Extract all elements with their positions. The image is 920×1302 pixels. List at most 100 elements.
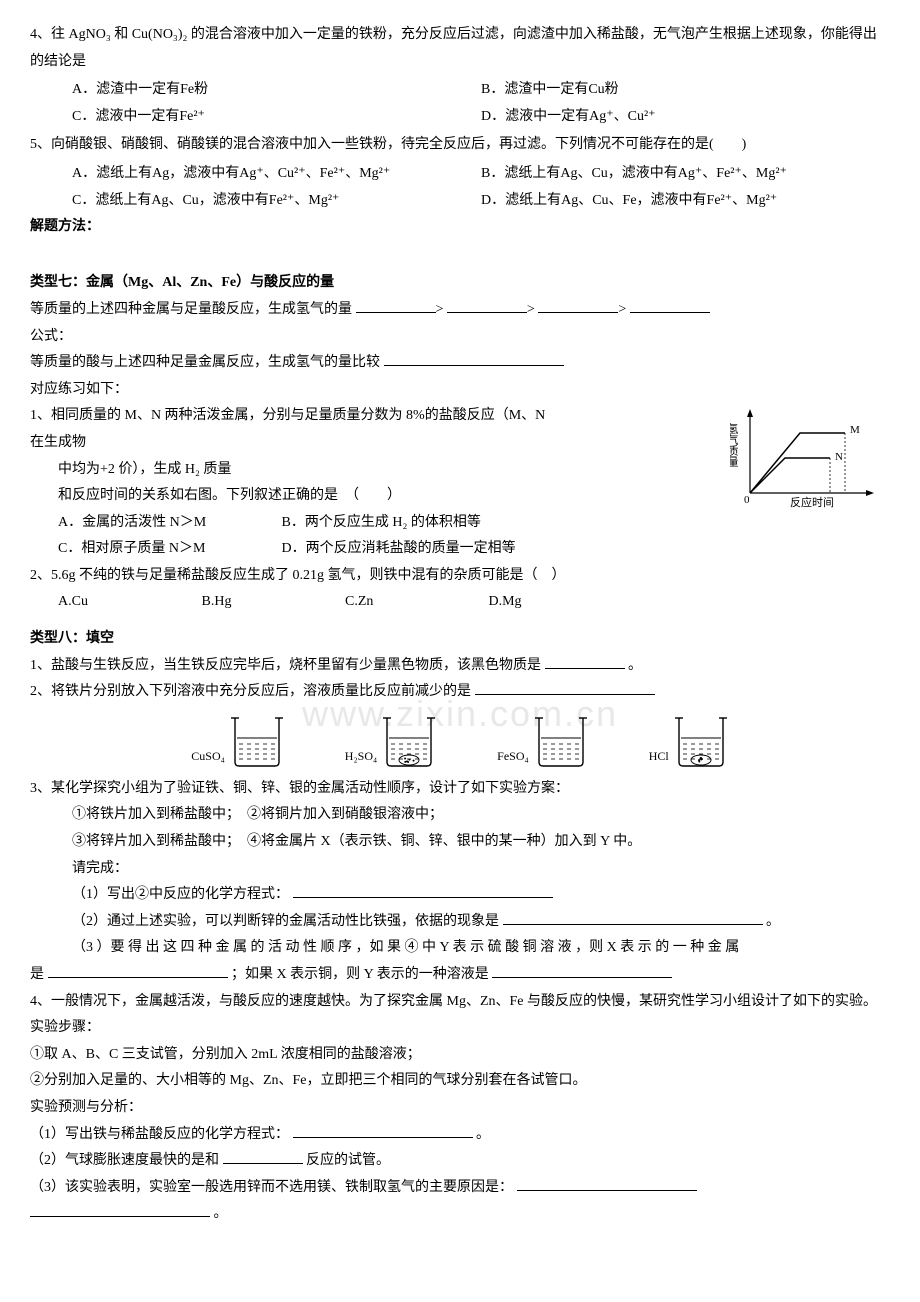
beaker-item: H₂SO₄ — [345, 714, 437, 768]
type8-q4-step2: ②分别加入足量的、大小相等的 Mg、Zn、Fe，立即把三个相同的气球分别套在各试… — [30, 1068, 890, 1095]
type7-q2-c: C.Zn — [345, 589, 485, 616]
q5-opt-b: B．滤纸上有Ag、Cu，滤液中有Ag⁺、Fe²⁺、Mg²⁺ — [481, 161, 890, 188]
q5-opt-c: C．滤纸上有Ag、Cu，滤液中有Fe²⁺、Mg²⁺ — [72, 188, 481, 215]
type8-q4-p1-text: （1）写出铁与稀盐酸反应的化学方程式： — [30, 1127, 289, 1142]
type8-q4-p2a: （2）气球膨胀速度最快的是和 — [30, 1153, 219, 1168]
type8-q3-sub2: （2）通过上述实验，可以判断锌的金属活动性比铁强，依据的现象是 。 — [30, 909, 890, 936]
origin-label: 0 — [744, 494, 750, 506]
type8-title: 类型八：填空 — [30, 626, 890, 653]
beaker-icon — [381, 714, 437, 768]
type7-formula: 公式： — [30, 324, 890, 351]
type7-q2-stem: 2、5.6g 不纯的铁与足量稀盐酸反应生成了 0.21g 氢气，则铁中混有的杂质… — [30, 563, 890, 590]
page-content: 4、往 AgNO₃ 和 Cu(NO₃)₂ 的混合溶液中加入一定量的铁粉，充分反应… — [30, 22, 890, 1228]
type8-q3-s2-end: 。 — [766, 914, 780, 929]
type7-q2-d: D.Mg — [489, 589, 629, 616]
q4-opt-c: C．滤液中一定有Fe²⁺ — [72, 104, 481, 131]
type7-q2-a: A.Cu — [58, 589, 198, 616]
type8-q4-stem: 4、一般情况下，金属越活泼，与酸反应的速度越快。为了探究金属 Mg、Zn、Fe … — [30, 989, 890, 1016]
beaker-icon — [229, 714, 285, 768]
type7-practice-label: 对应练习如下： — [30, 377, 890, 404]
beaker-label: FeSO₄ — [497, 745, 529, 768]
beaker-item: HCl — [649, 714, 729, 768]
type8-q1: 1、盐酸与生铁反应，当生铁反应完毕后，烧杯里留有少量黑色物质，该黑色物质是 。 — [30, 653, 890, 680]
type7-line2-text: 等质量的酸与上述四种足量金属反应，生成氢气的量比较 — [30, 355, 380, 370]
blank — [293, 1123, 473, 1138]
type8-q3-stem: 3、某化学探究小组为了验证铁、铜、锌、银的金属活动性顺序，设计了如下实验方案： — [30, 776, 890, 803]
label-n: N — [835, 451, 843, 463]
solution-method-label: 解题方法： — [30, 214, 890, 241]
blank — [545, 654, 625, 669]
y-arrow — [747, 409, 753, 417]
type8-q3-s3c: ；如果 X 表示铜，则 Y 表示的一种溶液是 — [231, 967, 489, 982]
type8-q3-sub3a: （3 ）要 得 出 这 四 种 金 属 的 活 动 性 顺 序 ，如 果 ④ 中… — [30, 935, 890, 962]
type7-line1-text: 等质量的上述四种金属与足量酸反应，生成氢气的量 — [30, 302, 352, 317]
gt-1: > — [436, 302, 444, 317]
blank — [384, 351, 564, 366]
type8-q1-end: 。 — [628, 658, 642, 673]
type7-q1-a: A．金属的活泼性 N＞M — [58, 510, 278, 537]
type8-q4-p3-text: （3）该实验表明，实验室一般选用锌而不选用镁、铁制取氢气的主要原因是： — [30, 1180, 513, 1195]
type7-line1: 等质量的上述四种金属与足量酸反应，生成氢气的量 > > > — [30, 297, 890, 324]
type8-q2: 2、将铁片分别放入下列溶液中充分反应后，溶液质量比反应前减少的是 — [30, 679, 890, 706]
type7-q2-opts: A.Cu B.Hg C.Zn D.Mg — [30, 589, 890, 616]
q5-opt-a: A．滤纸上有Ag，滤液中有Ag⁺、Cu²⁺、Fe²⁺、Mg²⁺ — [72, 161, 481, 188]
blank — [293, 883, 553, 898]
blank — [356, 298, 436, 313]
type7-q1-d: D．两个反应消耗盐酸的质量一定相等 — [282, 541, 516, 556]
beaker-item: CuSO₄ — [191, 714, 285, 768]
type8-q3-s3b: 是 — [30, 967, 44, 982]
type8-q3-sub1: （1）写出②中反应的化学方程式： — [30, 882, 890, 909]
type8-q4-p3: （3）该实验表明，实验室一般选用锌而不选用镁、铁制取氢气的主要原因是： — [30, 1175, 890, 1202]
type8-q4-p3-end: 。 — [214, 1206, 228, 1221]
gt-2: > — [527, 302, 535, 317]
question-5-options: A．滤纸上有Ag，滤液中有Ag⁺、Cu²⁺、Fe²⁺、Mg²⁺ B．滤纸上有Ag… — [30, 161, 890, 214]
blank — [503, 910, 763, 925]
h2-mass-time-chart: M N 0 氢气质量 反应时间 — [730, 403, 880, 524]
type8-q1-text: 1、盐酸与生铁反应，当生铁反应完毕后，烧杯里留有少量黑色物质，该黑色物质是 — [30, 658, 541, 673]
type7-q1a-tail: 在生成物 — [30, 435, 86, 450]
blank — [447, 298, 527, 313]
type8-q2-text: 2、将铁片分别放入下列溶液中充分反应后，溶液质量比反应前减少的是 — [30, 684, 471, 699]
blank — [517, 1176, 697, 1191]
beaker-row: CuSO₄ H₂SO₄ FeSO₄ HCl — [30, 714, 890, 768]
type7-q1-opts-row2: C．相对原子质量 N＞M D．两个反应消耗盐酸的质量一定相等 — [30, 536, 890, 563]
blank — [630, 298, 710, 313]
beaker-label: HCl — [649, 745, 669, 768]
blank — [48, 963, 228, 978]
type8-q4-p3-line2: 。 — [30, 1201, 890, 1228]
type8-q3-s1-text: （1）写出②中反应的化学方程式： — [72, 887, 289, 902]
beaker-item: FeSO₄ — [497, 714, 589, 768]
type8-q3-step34: ③将锌片加入到稀盐酸中； ④将金属片 X（表示铁、铜、锌、银中的某一种）加入到 … — [30, 829, 890, 856]
q4-opt-d: D．滤液中一定有Ag⁺、Cu²⁺ — [481, 104, 890, 131]
type7-q1-b: B．两个反应生成 H₂ 的体积相等 — [282, 515, 481, 530]
type7-q2-b: B.Hg — [202, 589, 342, 616]
type7-line2: 等质量的酸与上述四种足量金属反应，生成氢气的量比较 — [30, 350, 890, 377]
question-4-stem: 4、往 AgNO₃ 和 Cu(NO₃)₂ 的混合溶液中加入一定量的铁粉，充分反应… — [30, 22, 890, 75]
type8-q3-step12: ①将铁片加入到稀盐酸中； ②将铜片加入到硝酸银溶液中； — [30, 802, 890, 829]
y-label: 氢气质量 — [730, 422, 739, 467]
type7-q1-c: C．相对原子质量 N＞M — [58, 536, 278, 563]
blank — [223, 1149, 303, 1164]
type8-q4-p2b: 反应的试管。 — [306, 1153, 390, 1168]
type7-title: 类型七：金属（Mg、Al、Zn、Fe）与酸反应的量 — [30, 270, 890, 297]
line-m — [750, 433, 845, 493]
line-n — [750, 458, 830, 493]
blank — [475, 680, 655, 695]
question-5-stem: 5、向硝酸银、硝酸铜、硝酸镁的混合溶液中加入一些铁粉，待完全反应后，再过滤。下列… — [30, 132, 890, 159]
blank — [538, 298, 618, 313]
q5-opt-d: D．滤纸上有Ag、Cu、Fe，滤液中有Fe²⁺、Mg²⁺ — [481, 188, 890, 215]
x-arrow — [866, 490, 874, 496]
type8-q4-p1: （1）写出铁与稀盐酸反应的化学方程式： 。 — [30, 1122, 890, 1149]
blank — [492, 963, 672, 978]
type8-q3-done: 请完成： — [30, 856, 890, 883]
chart-svg: M N 0 氢气质量 反应时间 — [730, 403, 880, 513]
beaker-label: CuSO₄ — [191, 745, 225, 768]
type8-q3-sub3b: 是 ；如果 X 表示铜，则 Y 表示的一种溶液是 — [30, 962, 890, 989]
x-label: 反应时间 — [790, 495, 834, 509]
type8-q3-s2-text: （2）通过上述实验，可以判断锌的金属活动性比铁强，依据的现象是 — [72, 914, 499, 929]
q4-opt-b: B．滤渣中一定有Cu粉 — [481, 77, 890, 104]
q4-opt-a: A．滤渣中一定有Fe粉 — [72, 77, 481, 104]
label-m: M — [850, 424, 860, 436]
beaker-label: H₂SO₄ — [345, 745, 377, 768]
type8-q4-steps-label: 实验步骤： — [30, 1015, 890, 1042]
